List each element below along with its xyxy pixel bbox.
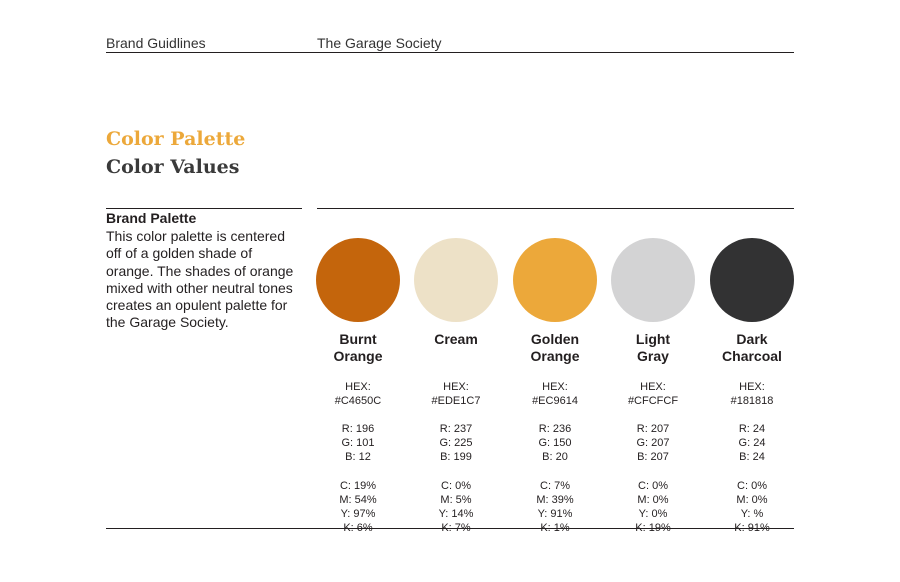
swatch-values: HEX: #181818 R: 24 G: 24 B: 24 C: 0% M: … [703, 380, 801, 535]
color-circle [611, 238, 695, 322]
cmyk-m: M: 0% [637, 494, 669, 506]
rgb-b: B: 199 [440, 451, 472, 463]
swatch-name-line: Light [635, 331, 671, 347]
cmyk-y: Y: 14% [438, 508, 474, 520]
rgb-g: G: 24 [738, 437, 766, 449]
rgb-r: R: 237 [439, 423, 473, 435]
hex-value: #181818 [730, 395, 774, 407]
swatch-name: Light Gray [604, 331, 702, 365]
right-divider [317, 208, 794, 209]
hex-label: HEX: [542, 381, 568, 393]
swatch-name-line: Charcoal [722, 348, 782, 364]
cmyk-m: M: 0% [736, 494, 768, 506]
cmyk-m: M: 39% [536, 494, 574, 506]
rgb-b: B: 207 [637, 451, 669, 463]
cmyk-m: M: 5% [440, 494, 472, 506]
rgb-b: B: 24 [739, 451, 765, 463]
header-company-name: The Garage Society [317, 35, 442, 51]
swatch-name-line: Cream [434, 331, 478, 347]
swatch-name: Dark Charcoal [703, 331, 801, 365]
cmyk-m: M: 54% [339, 494, 377, 506]
cmyk-y: Y: 91% [537, 508, 573, 520]
rgb-r: R: 196 [341, 423, 375, 435]
bottom-divider [106, 528, 794, 529]
swatch-name: Cream [407, 331, 505, 365]
cmyk-c: C: 7% [540, 480, 570, 492]
rgb-r: R: 236 [538, 423, 572, 435]
color-swatches: Burnt Orange HEX: #C4650C R: 196 G: 101 … [316, 238, 796, 534]
header-brand-guidelines: Brand Guidlines [106, 35, 206, 51]
cmyk-y: Y: 97% [340, 508, 376, 520]
hex-value: #C4650C [334, 395, 382, 407]
cmyk-y: Y: % [740, 508, 764, 520]
top-divider [106, 52, 794, 53]
swatch-name-line: Orange [530, 348, 580, 364]
hex-label: HEX: [739, 381, 765, 393]
hex-label: HEX: [345, 381, 371, 393]
swatch-values: HEX: #EC9614 R: 236 G: 150 B: 20 C: 7% M… [506, 380, 604, 535]
swatch-dark-charcoal: Dark Charcoal HEX: #181818 R: 24 G: 24 B… [703, 238, 801, 535]
rgb-b: B: 20 [542, 451, 568, 463]
swatch-golden-orange: Golden Orange HEX: #EC9614 R: 236 G: 150… [506, 238, 604, 535]
hex-label: HEX: [640, 381, 666, 393]
color-circle [710, 238, 794, 322]
swatch-values: HEX: #C4650C R: 196 G: 101 B: 12 C: 19% … [309, 380, 407, 535]
swatch-values: HEX: #EDE1C7 R: 237 G: 225 B: 199 C: 0% … [407, 380, 505, 535]
cmyk-y: Y: 0% [638, 508, 668, 520]
swatch-name: Burnt Orange [309, 331, 407, 365]
rgb-b: B: 12 [345, 451, 371, 463]
rgb-g: G: 207 [636, 437, 670, 449]
hex-value: #EC9614 [532, 395, 578, 407]
cmyk-c: C: 19% [339, 480, 377, 492]
rgb-r: R: 24 [738, 423, 766, 435]
color-circle [414, 238, 498, 322]
description-body: This color palette is centered off of a … [106, 228, 294, 331]
color-circle [316, 238, 400, 322]
rgb-g: G: 150 [538, 437, 572, 449]
description-heading: Brand Palette [106, 210, 197, 226]
cmyk-c: C: 0% [638, 480, 668, 492]
swatch-name-line: Dark [736, 331, 768, 347]
swatch-name: Golden Orange [506, 331, 604, 365]
rgb-r: R: 207 [636, 423, 670, 435]
swatch-light-gray: Light Gray HEX: #CFCFCF R: 207 G: 207 B:… [604, 238, 702, 535]
swatch-values: HEX: #CFCFCF R: 207 G: 207 B: 207 C: 0% … [604, 380, 702, 535]
cmyk-c: C: 0% [441, 480, 471, 492]
swatch-name-line: Burnt [339, 331, 377, 347]
hex-label: HEX: [443, 381, 469, 393]
swatch-name-line: Gray [637, 348, 669, 364]
section-title: Color Palette [106, 128, 246, 150]
section-subtitle: Color Values [106, 156, 240, 178]
swatch-cream: Cream HEX: #EDE1C7 R: 237 G: 225 B: 199 … [407, 238, 505, 535]
swatch-name-line: Orange [333, 348, 383, 364]
swatch-burnt-orange: Burnt Orange HEX: #C4650C R: 196 G: 101 … [309, 238, 407, 535]
hex-value: #EDE1C7 [431, 395, 481, 407]
rgb-g: G: 225 [439, 437, 473, 449]
cmyk-c: C: 0% [737, 480, 767, 492]
color-circle [513, 238, 597, 322]
hex-value: #CFCFCF [627, 395, 679, 407]
rgb-g: G: 101 [341, 437, 375, 449]
swatch-name-line: Golden [530, 331, 580, 347]
left-divider [106, 208, 302, 209]
